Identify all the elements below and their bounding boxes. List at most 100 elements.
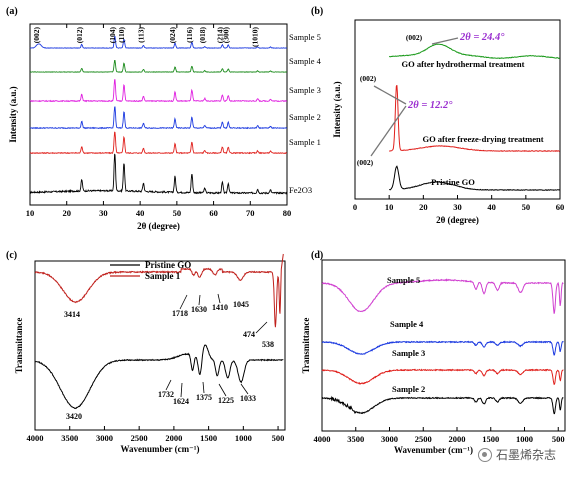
panel-c-peak-label: 1410 xyxy=(212,303,228,312)
panel-a-peak-label: (104) xyxy=(108,27,117,44)
panel-d-series-sample-2 xyxy=(321,395,564,415)
panel-a-xtick-label: 80 xyxy=(283,208,292,218)
panel-a-legend-fe2o3: Fe2O3 xyxy=(289,185,312,195)
panel-a-peak-label: (214) xyxy=(215,27,224,44)
panel-a-series-fe2o3 xyxy=(29,153,288,195)
panel-b-label-freeze-drying: GO after freeze-drying treatment xyxy=(422,134,543,144)
panel-c-peak-marker xyxy=(198,294,201,306)
panel-d-xtick-label: 3500 xyxy=(347,434,364,444)
panel-a-label: (a) xyxy=(6,6,18,17)
panel-b-xlabel: 2θ (degree) xyxy=(436,215,479,225)
panel-b-xtick-label: 50 xyxy=(522,202,531,212)
panel-d-series-sample-3 xyxy=(321,368,564,386)
panel-c: (c) 4000 3500 3000 2500 2000 1500 1000 500 Wavenu… xyxy=(6,250,286,454)
panel-a-peak-label: (113) xyxy=(136,27,145,43)
panel-b-annotation-arrow xyxy=(431,37,459,45)
panel-b-xtick-label: 10 xyxy=(385,202,394,212)
panel-a-peak-label: (1010) xyxy=(251,27,260,47)
panel-a-axes-frame xyxy=(29,23,288,206)
panel-b-peak-label: (002) xyxy=(406,33,423,42)
panel-b-series-freeze-drying xyxy=(388,84,560,153)
panel-d-xtick-label: 2500 xyxy=(415,434,432,444)
panel-c-peak-marker xyxy=(240,383,249,395)
panel-b-annotation: 2θ = 24.4° xyxy=(459,32,505,43)
panel-a-xtick-label: 20 xyxy=(62,208,71,218)
watermark: 石墨烯杂志 xyxy=(478,446,556,463)
panel-d-xtick-label: 1500 xyxy=(482,434,499,444)
panel-a-peak-label: (024) xyxy=(168,27,177,44)
panel-d-xlabel: Wavenumber (cm⁻¹) xyxy=(394,445,473,455)
panel-d-label-sample-3: Sample 3 xyxy=(392,348,425,358)
panel-d-label-sample-4: Sample 4 xyxy=(390,319,424,329)
panel-a-legend-sample-3: Sample 3 xyxy=(289,85,321,95)
panel-a-series-sample-3 xyxy=(30,79,287,103)
panel-c-peak-label: 1718 xyxy=(172,309,188,318)
panel-c-label: (c) xyxy=(6,250,17,261)
panel-a-xtick-label: 30 xyxy=(99,208,108,218)
panel-b-series-hydrothermal xyxy=(388,43,560,60)
panel-c-xtick-label: 1500 xyxy=(200,433,217,443)
panel-c-xtick-label: 2000 xyxy=(165,433,182,443)
panel-c-peak-marker xyxy=(180,382,183,398)
panel-c-xlabel: Wavenumber (cm⁻¹) xyxy=(120,444,199,454)
panel-d-xtick-label: 3000 xyxy=(381,434,398,444)
panel-a-xtick-label: 10 xyxy=(26,208,35,218)
panel-b-peak-label: (002) xyxy=(360,74,377,83)
panel-c-peak-label: 474 xyxy=(243,330,255,339)
panel-c-axes-frame xyxy=(34,260,286,431)
panel-b-xtick-label: 20 xyxy=(419,202,428,212)
panel-b-annotation: 2θ = 12.2° xyxy=(407,100,453,111)
panel-a-series-sample-2 xyxy=(29,106,288,130)
panel-a-legend-sample-2: Sample 2 xyxy=(289,112,321,122)
panel-b-xtick-label: 0 xyxy=(353,202,357,212)
panel-a-legend-sample-4: Sample 4 xyxy=(289,56,322,66)
panel-c-peak-label: 3414 xyxy=(64,310,80,319)
panel-b-series-pristine-go xyxy=(389,165,561,191)
panel-b-xtick-label: 30 xyxy=(453,202,462,212)
panel-a-series-sample-4 xyxy=(29,60,288,73)
panel-a-xlabel: 2θ (degree) xyxy=(137,221,180,231)
panel-d-ylabel: Transmittance xyxy=(301,318,311,374)
panel-c-peak-marker xyxy=(202,381,205,394)
panel-c-peak-label: 3420 xyxy=(66,412,82,421)
panel-a-peak-label: (002) xyxy=(32,27,41,44)
panel-d-xtick-label: 1000 xyxy=(516,434,533,444)
panel-c-peak-label: 1033 xyxy=(240,394,256,403)
panel-a-peak-label: (300) xyxy=(221,27,230,44)
panel-a-xtick-label: 50 xyxy=(173,208,182,218)
panel-d-axes-frame xyxy=(321,259,566,432)
panel-a-legend-sample-5: Sample 5 xyxy=(289,32,321,42)
panel-c-peak-label: 538 xyxy=(262,340,274,349)
panel-b-label: (b) xyxy=(311,6,323,17)
panel-c-peak-label: 1045 xyxy=(233,300,249,309)
panel-c-peak-marker xyxy=(179,294,188,310)
panel-c-xtick-label: 3000 xyxy=(96,433,113,443)
panel-d-series-sample-5 xyxy=(321,278,564,314)
panel-b-ylabel: Intensity (a.u.) xyxy=(332,81,342,137)
panel-c-series-pristine-go xyxy=(34,344,284,410)
panel-c-xtick-label: 1000 xyxy=(235,433,252,443)
panel-c-peak-marker xyxy=(255,321,268,334)
panel-c-peak-label: 1624 xyxy=(173,397,189,406)
panel-a-xtick-label: 70 xyxy=(246,208,255,218)
panel-a-ylabel: Intensity (a.u.) xyxy=(8,86,18,142)
panel-c-legend-sample-1: Sample 1 xyxy=(145,271,181,281)
wechat-icon xyxy=(478,447,492,462)
panel-b: (b) 0 10 20 30 40 50 60 2θ (degree) Intensity (a.… xyxy=(311,6,564,225)
panel-b-xtick-label: 40 xyxy=(487,202,496,212)
panel-d-series-sample-4 xyxy=(321,340,564,356)
panel-a-legend-sample-1: Sample 1 xyxy=(289,137,321,147)
panel-c-xtick-label: 2500 xyxy=(131,433,148,443)
panel-d-xtick-label: 2000 xyxy=(449,434,466,444)
panel-c-series-sample-1 xyxy=(34,253,284,328)
panel-b-label-pristine-go: Pristine GO xyxy=(431,177,475,187)
panel-d-xtick-label: 4000 xyxy=(314,434,331,444)
panel-a-peak-label: (018) xyxy=(198,27,207,44)
panel-c-peak-label: 1732 xyxy=(158,390,174,399)
panel-c-xtick-label: 4000 xyxy=(27,433,44,443)
panel-a-xtick-label: 60 xyxy=(209,208,218,218)
panel-d: (d) 4000 3500 3000 2500 2000 1500 1000 500 Wavenu… xyxy=(301,250,566,455)
panel-c-peak-label: 1225 xyxy=(218,396,234,405)
panel-a-xtick-label: 40 xyxy=(136,208,145,218)
